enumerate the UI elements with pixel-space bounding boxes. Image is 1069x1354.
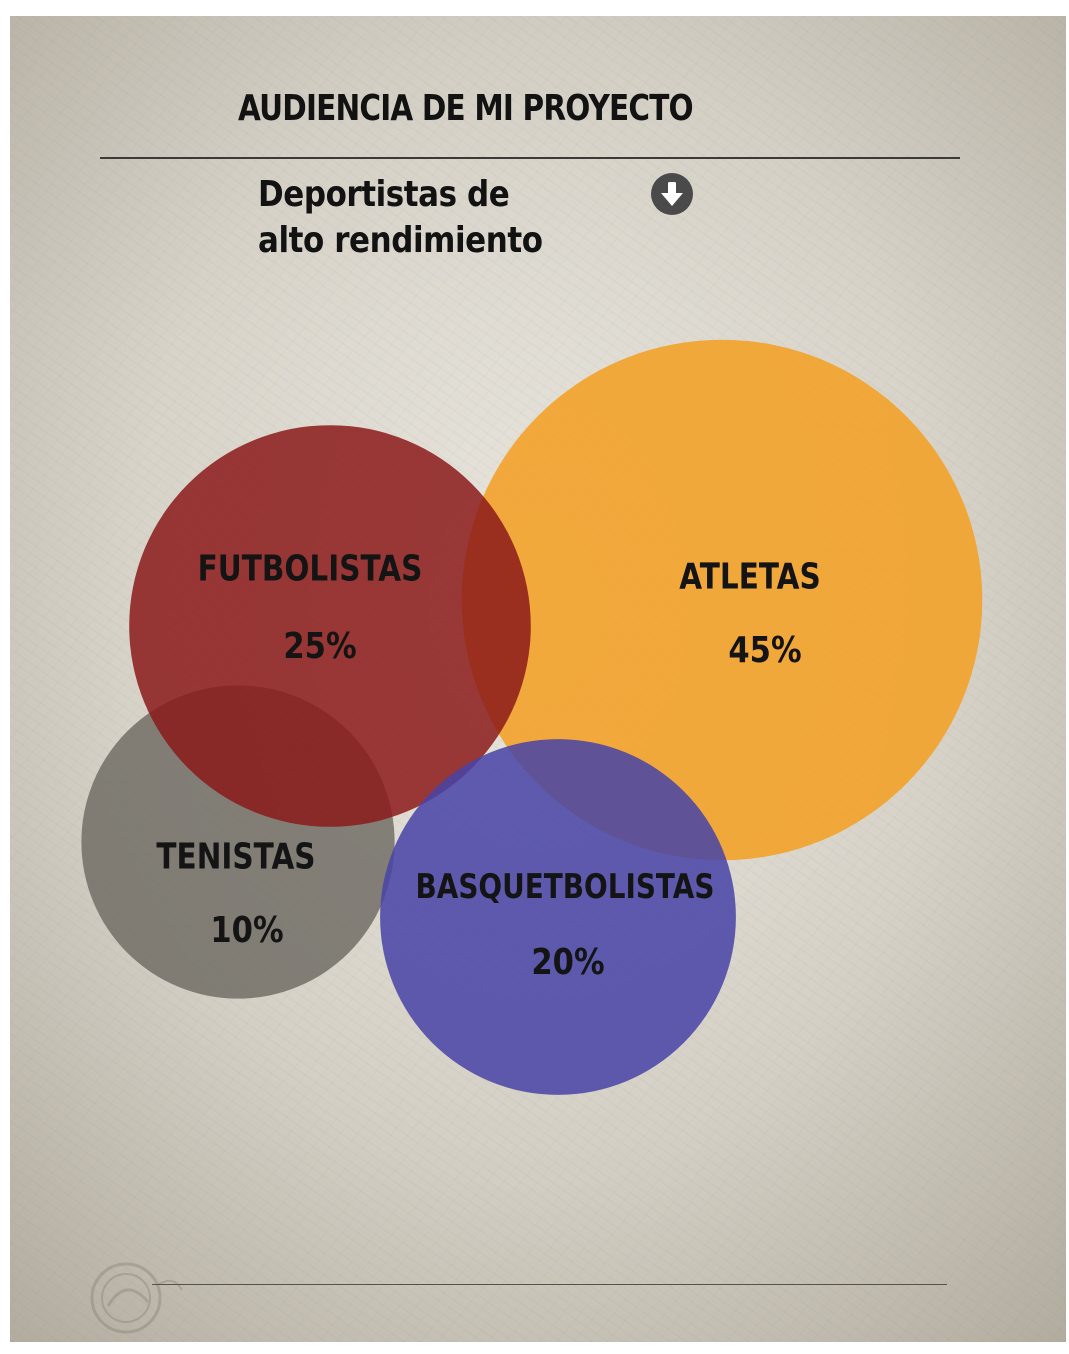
- bubble-label-atletas: ATLETAS: [679, 554, 821, 597]
- bubble-value-atletas: 45%: [728, 629, 801, 671]
- bubble-label-basquetbolistas: BASQUETBOLISTAS: [416, 867, 715, 906]
- bubble-label-tenistas: TENISTAS: [156, 834, 315, 877]
- bubble-value-tenistas: 10%: [210, 909, 283, 951]
- bubble-value-basquetbolistas: 20%: [531, 941, 604, 983]
- bubble-label-futbolistas: FUTBOLISTAS: [198, 546, 423, 589]
- bubble-basquetbolistas: [380, 739, 736, 1095]
- seal-stamp: [78, 1246, 188, 1338]
- bubble-value-futbolistas: 25%: [283, 625, 356, 667]
- footer-divider: [152, 1284, 947, 1285]
